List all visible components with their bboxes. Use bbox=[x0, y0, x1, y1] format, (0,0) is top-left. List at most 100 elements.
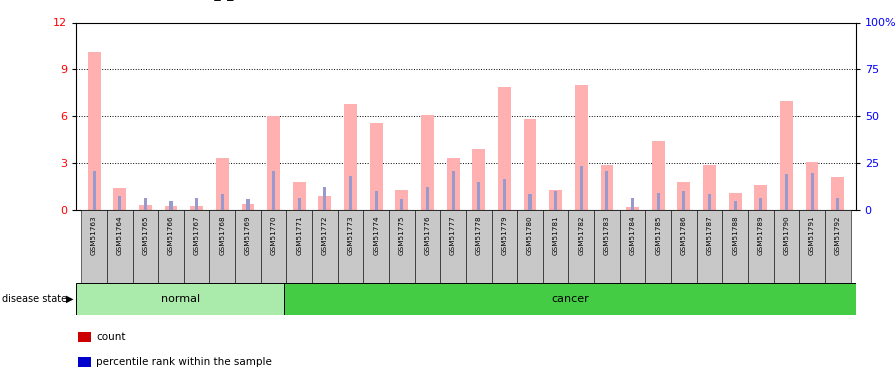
Bar bbox=[600, 165, 614, 210]
Text: GSM51774: GSM51774 bbox=[373, 216, 379, 255]
Bar bbox=[466, 210, 492, 283]
Bar bbox=[722, 210, 748, 283]
Bar bbox=[184, 210, 210, 283]
Text: ▶: ▶ bbox=[66, 294, 73, 304]
Text: GSM51785: GSM51785 bbox=[655, 216, 661, 255]
Text: GSM51791: GSM51791 bbox=[809, 216, 815, 255]
Bar bbox=[395, 190, 409, 210]
Text: GSM51792: GSM51792 bbox=[835, 216, 840, 255]
Text: GSM51768: GSM51768 bbox=[220, 216, 225, 255]
Bar bbox=[195, 198, 198, 210]
Bar bbox=[620, 210, 645, 283]
Bar bbox=[799, 210, 825, 283]
Bar bbox=[754, 185, 767, 210]
Bar bbox=[478, 182, 480, 210]
Bar bbox=[364, 210, 389, 283]
Bar bbox=[594, 210, 620, 283]
Bar bbox=[836, 198, 840, 210]
Text: GSM51787: GSM51787 bbox=[707, 216, 712, 255]
Bar bbox=[139, 206, 151, 210]
Bar bbox=[401, 199, 403, 210]
Bar bbox=[169, 201, 173, 210]
Bar bbox=[440, 210, 466, 283]
Text: GSM51778: GSM51778 bbox=[476, 216, 482, 255]
Bar bbox=[92, 171, 96, 210]
Text: GSM51773: GSM51773 bbox=[348, 216, 354, 255]
Bar bbox=[426, 187, 429, 210]
Bar bbox=[677, 182, 690, 210]
Text: GSM51780: GSM51780 bbox=[527, 216, 533, 255]
Bar bbox=[210, 210, 235, 283]
Bar bbox=[82, 210, 107, 283]
Bar bbox=[261, 210, 287, 283]
Text: GSM51764: GSM51764 bbox=[116, 216, 123, 255]
Bar bbox=[575, 85, 588, 210]
Bar bbox=[389, 210, 415, 283]
Bar bbox=[568, 210, 594, 283]
Bar bbox=[523, 119, 537, 210]
Bar bbox=[517, 210, 543, 283]
Text: count: count bbox=[97, 332, 125, 342]
Bar bbox=[415, 210, 440, 283]
Text: GSM51763: GSM51763 bbox=[91, 216, 97, 255]
Text: GSM51770: GSM51770 bbox=[271, 216, 277, 255]
Bar bbox=[113, 188, 126, 210]
Bar bbox=[806, 162, 819, 210]
Bar bbox=[657, 193, 659, 210]
Bar bbox=[734, 201, 737, 210]
Bar bbox=[344, 104, 357, 210]
Bar bbox=[671, 210, 697, 283]
Bar bbox=[159, 210, 184, 283]
Bar bbox=[683, 191, 685, 210]
Bar bbox=[780, 100, 793, 210]
Text: GSM51771: GSM51771 bbox=[297, 216, 302, 255]
Bar bbox=[190, 206, 203, 210]
Bar bbox=[580, 166, 583, 210]
Bar bbox=[748, 210, 773, 283]
Bar bbox=[76, 283, 284, 315]
Text: GSM51790: GSM51790 bbox=[783, 216, 789, 255]
Text: GSM51781: GSM51781 bbox=[553, 216, 559, 255]
Bar bbox=[728, 193, 742, 210]
Bar bbox=[293, 182, 306, 210]
Text: percentile rank within the sample: percentile rank within the sample bbox=[97, 357, 272, 367]
Bar bbox=[492, 210, 517, 283]
Bar bbox=[133, 210, 159, 283]
Bar bbox=[697, 210, 722, 283]
Bar bbox=[549, 190, 562, 210]
Bar bbox=[267, 116, 280, 210]
Bar bbox=[242, 204, 254, 210]
Text: GSM51766: GSM51766 bbox=[168, 216, 174, 255]
Text: GSM51777: GSM51777 bbox=[450, 216, 456, 255]
Bar bbox=[785, 174, 788, 210]
Bar bbox=[312, 210, 338, 283]
Bar bbox=[759, 198, 762, 210]
Text: cancer: cancer bbox=[551, 294, 589, 304]
Bar bbox=[79, 357, 91, 367]
Text: GSM51769: GSM51769 bbox=[245, 216, 251, 255]
Bar bbox=[626, 207, 639, 210]
Text: GSM51788: GSM51788 bbox=[732, 216, 738, 255]
Bar bbox=[323, 187, 326, 210]
Bar bbox=[503, 179, 506, 210]
Bar bbox=[79, 332, 91, 342]
Bar bbox=[645, 210, 671, 283]
Text: GSM51786: GSM51786 bbox=[681, 216, 687, 255]
Text: GSM51775: GSM51775 bbox=[399, 216, 405, 255]
Bar bbox=[338, 210, 364, 283]
Bar bbox=[370, 123, 383, 210]
Bar bbox=[498, 87, 511, 210]
Text: GSM51772: GSM51772 bbox=[322, 216, 328, 255]
Bar bbox=[708, 194, 711, 210]
Bar bbox=[88, 52, 100, 210]
Bar bbox=[318, 196, 332, 210]
Text: GSM51779: GSM51779 bbox=[502, 216, 507, 255]
Bar bbox=[529, 194, 531, 210]
Text: normal: normal bbox=[160, 294, 200, 304]
Text: GSM51776: GSM51776 bbox=[425, 216, 430, 255]
Bar bbox=[703, 165, 716, 210]
Text: GSM51784: GSM51784 bbox=[630, 216, 635, 255]
Bar bbox=[811, 172, 814, 210]
Text: disease state: disease state bbox=[2, 294, 67, 304]
Bar bbox=[246, 199, 249, 210]
